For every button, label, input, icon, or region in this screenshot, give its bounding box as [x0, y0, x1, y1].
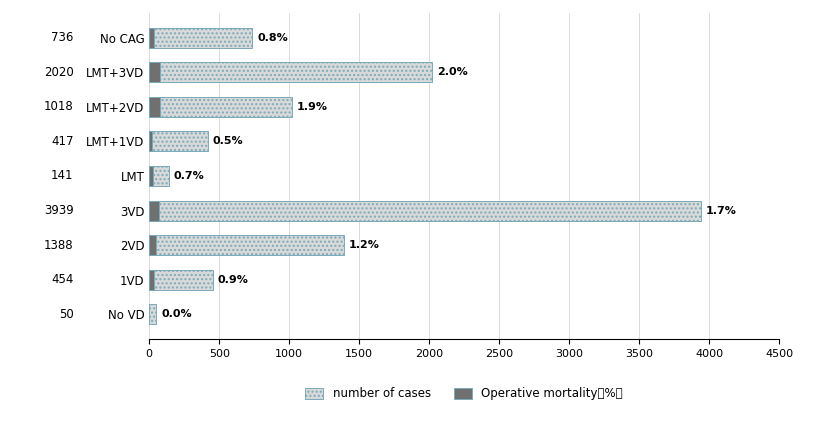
Text: 454: 454 — [51, 273, 74, 286]
Bar — [149, 97, 160, 117]
Bar — [149, 201, 700, 220]
Text: 0.8%: 0.8% — [257, 33, 287, 42]
Text: 0.0%: 0.0% — [161, 310, 191, 319]
Bar — [149, 235, 343, 255]
Bar — [149, 304, 156, 324]
Bar — [149, 62, 431, 82]
Bar — [149, 131, 152, 151]
Bar — [149, 131, 207, 151]
Legend: number of cases, Operative mortality（%）: number of cases, Operative mortality（%） — [301, 383, 627, 405]
Text: 2.0%: 2.0% — [436, 67, 467, 77]
Bar — [149, 270, 154, 290]
Text: 141: 141 — [51, 170, 74, 182]
Bar — [149, 201, 158, 220]
Bar — [149, 97, 291, 117]
Text: 0.7%: 0.7% — [174, 171, 205, 181]
Text: 1.2%: 1.2% — [348, 240, 379, 250]
Text: 1018: 1018 — [44, 100, 74, 113]
Bar — [149, 28, 252, 47]
Bar — [149, 62, 161, 82]
Bar — [149, 28, 153, 47]
Bar — [149, 166, 153, 186]
Text: 1.7%: 1.7% — [705, 206, 735, 215]
Bar — [149, 166, 169, 186]
Bar — [149, 235, 156, 255]
Text: 3939: 3939 — [44, 204, 74, 217]
Text: 0.5%: 0.5% — [212, 137, 243, 146]
Text: 417: 417 — [51, 135, 74, 148]
Text: 50: 50 — [59, 308, 74, 321]
Bar — [149, 270, 213, 290]
Text: 1388: 1388 — [44, 239, 74, 252]
Text: 0.9%: 0.9% — [218, 275, 248, 285]
Text: 736: 736 — [51, 31, 74, 44]
Text: 1.9%: 1.9% — [296, 102, 327, 112]
Text: 2020: 2020 — [44, 66, 74, 79]
